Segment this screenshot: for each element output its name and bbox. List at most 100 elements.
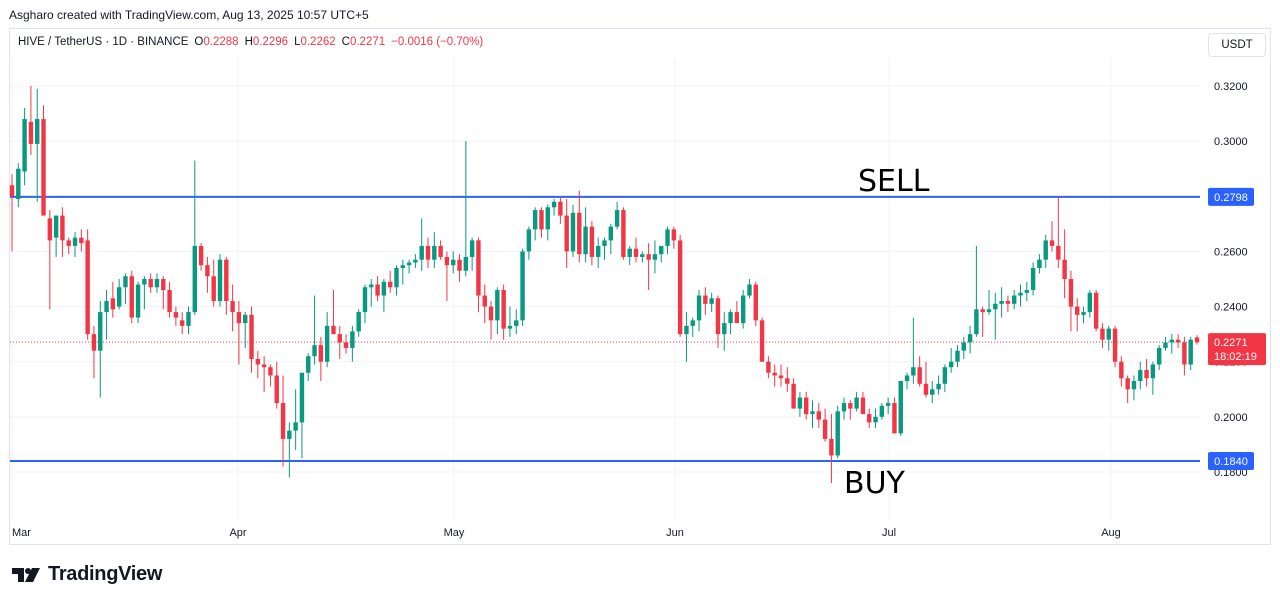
candle [72,232,78,257]
candle [1150,361,1156,395]
candle [1075,298,1080,332]
candle-body [53,215,59,238]
candle [369,279,374,307]
candle [514,309,519,335]
candle-body [312,345,317,357]
candle-body [1093,292,1099,329]
candle [684,312,689,362]
level-price-badge [1208,187,1254,206]
candle [532,207,538,241]
candle [154,273,160,293]
candle-body [381,281,387,296]
candle [873,408,878,428]
candle-body [444,256,450,266]
candle [753,281,758,326]
candle-body [135,284,141,318]
candle-body [362,287,368,313]
candle-body [406,262,412,266]
price-tick-label: 0.1800 [1214,467,1248,479]
candle [917,356,922,387]
candle-body [778,375,784,379]
price-axis: 0.32000.30000.28000.26000.24000.22000.20… [1214,81,1248,479]
candle-body [696,295,702,321]
candle [974,245,979,337]
candle [394,265,399,296]
candle-body [236,312,242,324]
candle [217,254,223,307]
price-tick-label: 0.3000 [1214,136,1248,148]
candle-body [835,411,840,456]
candle-body [879,405,885,417]
candle [1188,336,1193,370]
candle-body [116,287,122,307]
candle-body [179,320,185,326]
candle [463,141,469,277]
candle [848,400,853,420]
candle-body [299,372,305,423]
candle-body [387,281,393,288]
candle-body [91,334,97,351]
candle [791,378,796,409]
candle-body [722,323,727,335]
candle-body [728,312,733,324]
candle [867,408,872,428]
candle [545,204,550,241]
candle-body [123,276,128,288]
candle [243,312,248,348]
candle [967,325,973,354]
candle [520,248,525,326]
currency-unit-button[interactable]: USDT [1208,33,1266,57]
candle [507,306,513,337]
candle [1056,196,1061,268]
candle [381,279,387,313]
candle [659,245,664,263]
candle-body [375,284,380,296]
candle-body [1156,347,1162,365]
candle-body [829,438,834,456]
high-label: H [244,36,253,48]
candle [116,279,122,310]
candle-body [274,375,279,404]
candle [652,240,658,274]
candle-body [142,279,147,285]
candle [350,325,355,362]
candle-body [690,320,695,326]
candle-body [28,121,34,144]
candle-body [974,309,979,335]
candle [1106,325,1111,351]
candle [923,361,929,398]
candle [1005,295,1011,313]
candle-body [1062,259,1067,279]
candle [331,290,336,335]
candle [432,232,437,268]
high-value: 0.2296 [252,36,289,48]
candle-body [551,201,557,208]
tradingview-logo: TradingView [12,563,162,586]
candle [211,259,216,307]
candle-body [413,259,418,263]
candle-body [369,284,374,288]
candle [558,196,563,224]
candle [444,251,450,302]
candle-body [1125,378,1130,390]
candle-body [955,350,960,362]
candle [892,397,897,434]
candle [268,364,273,387]
candle [595,237,601,268]
candle-body [766,361,771,373]
candle [16,163,21,208]
candle [570,204,576,257]
candle [930,381,935,404]
candle-body [816,411,822,420]
candle [457,254,462,282]
candle [822,408,828,442]
candle-body [1030,267,1036,291]
candle-body [1131,381,1137,390]
candle [274,361,279,409]
candle [343,334,349,354]
candle-body [936,383,941,390]
sell-annotation: SELL [858,164,930,199]
candle-body [1005,301,1011,304]
candle [785,367,790,393]
